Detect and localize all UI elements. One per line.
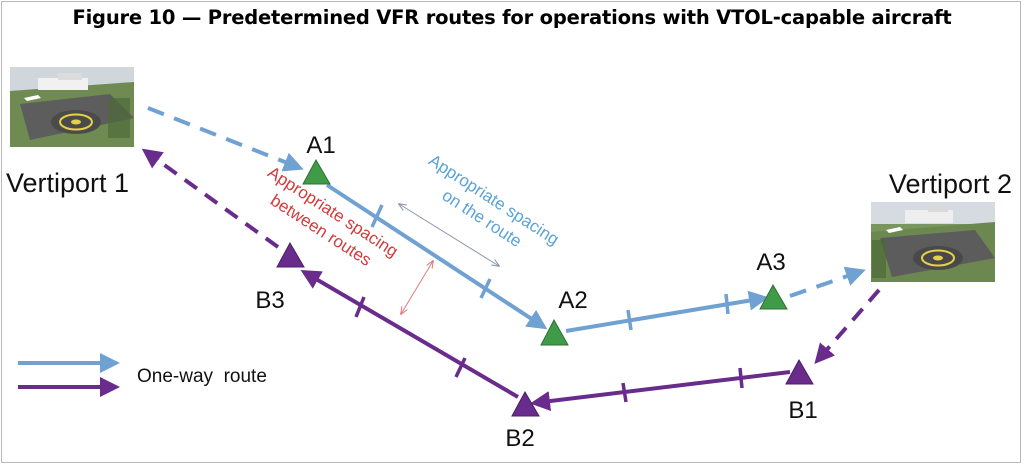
- route-b-dashed-exit: [141, 148, 280, 249]
- waypoint-b1-marker: [785, 358, 814, 385]
- legend-label: One-way route: [137, 366, 267, 387]
- waypoint-a2-label: A2: [558, 287, 587, 314]
- waypoint-a3-marker: [759, 283, 788, 310]
- route-a-dashed-exit: [789, 266, 866, 298]
- route-a-tick: [626, 309, 633, 331]
- route-b-tick: [738, 367, 744, 389]
- vertiport-1-image: [10, 67, 134, 147]
- vertiport-2-label: Vertiport 2: [889, 169, 1012, 199]
- vertiport-1-label: Vertiport 1: [6, 168, 129, 198]
- route-a-segment-a2-a3: [565, 290, 769, 333]
- route-b: [141, 148, 881, 412]
- waypoint-a2-marker: [540, 318, 569, 346]
- route-b-tick: [354, 296, 366, 318]
- waypoint-a3-label: A3: [756, 249, 785, 276]
- waypoint-b2-marker: [511, 390, 540, 417]
- waypoint-b3-label: B3: [255, 287, 284, 314]
- route-b-tick: [454, 357, 467, 378]
- waypoint-b1-label: B1: [788, 397, 817, 424]
- route-a-tick: [724, 293, 730, 315]
- route-a-dashed-entry: [147, 106, 304, 172]
- legend: One-way route: [18, 353, 267, 397]
- route-b-segment-b1-b2: [530, 370, 791, 412]
- waypoint-b2-label: B2: [505, 425, 534, 452]
- vertiport-2-image: [871, 202, 995, 282]
- waypoint-a1-marker: [302, 158, 331, 185]
- waypoint-b3-marker: [276, 241, 305, 268]
- route-b-tick: [621, 382, 628, 403]
- figure-title: Figure 10 — Predetermined VFR routes for…: [72, 6, 952, 29]
- spacing-on-route-annotation: Appropriate spacing on the route: [425, 151, 562, 251]
- spacing-between-routes-arrow: [401, 261, 433, 314]
- waypoint-a1-label: A1: [306, 132, 335, 159]
- spacing-on-route-arrow: [399, 204, 499, 266]
- route-b-dashed-entry: [814, 288, 881, 365]
- route-a-tick: [370, 204, 384, 228]
- route-a-tick: [479, 278, 492, 299]
- route-b-segment-b2-b3: [300, 269, 520, 399]
